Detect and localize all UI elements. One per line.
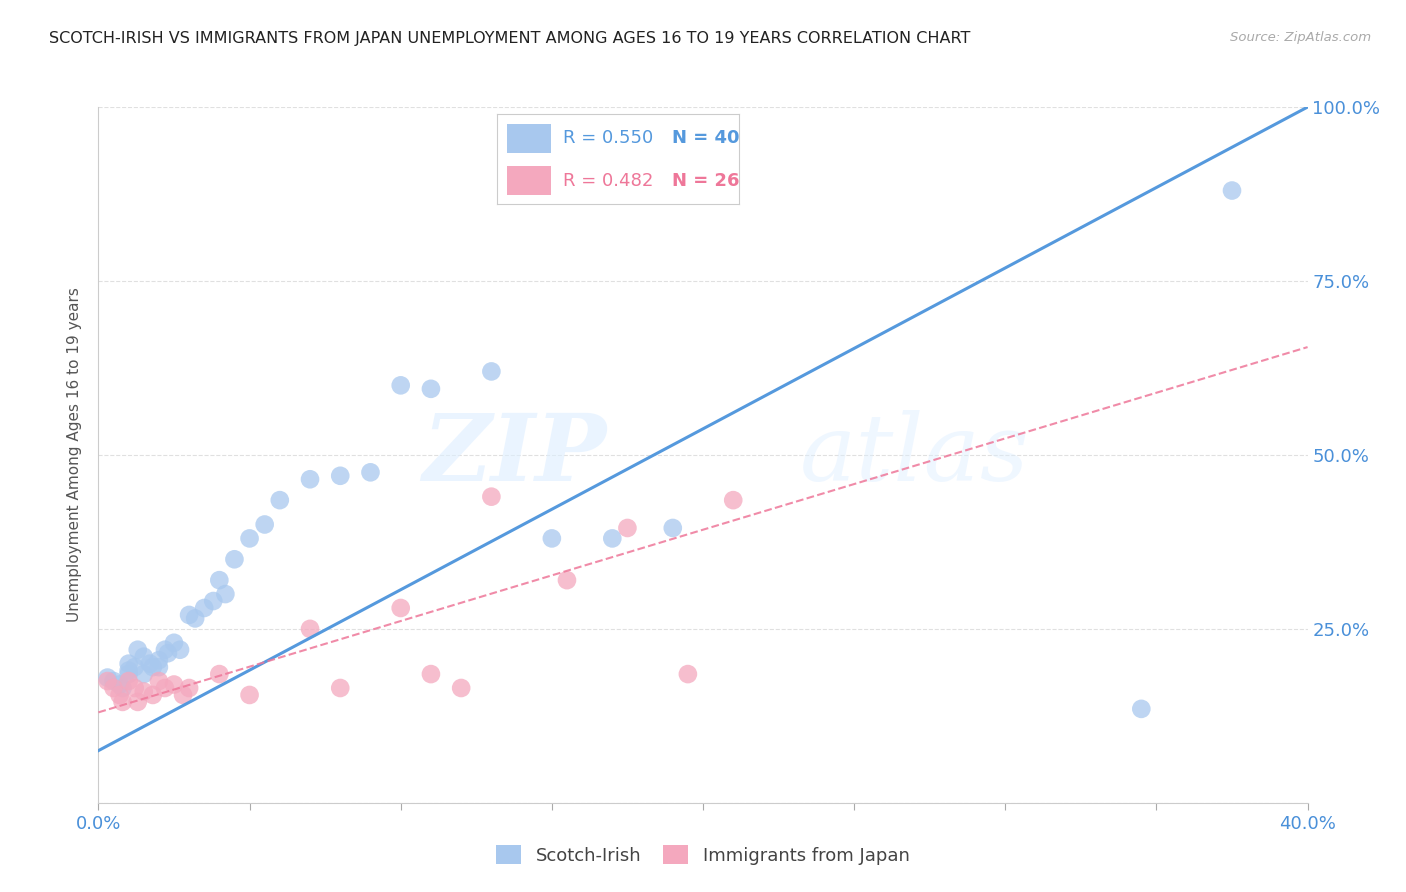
Text: atlas: atlas — [800, 410, 1029, 500]
Point — [142, 660, 165, 674]
Point — [1220, 184, 1243, 198]
Point — [202, 594, 225, 608]
Point — [103, 674, 125, 689]
Point — [153, 681, 176, 695]
Point — [389, 601, 412, 615]
Point — [163, 636, 186, 650]
Point — [662, 521, 685, 535]
Point — [118, 667, 141, 681]
Point — [208, 667, 231, 681]
Point — [540, 532, 562, 546]
Point — [602, 532, 624, 546]
Point — [224, 552, 246, 566]
Point — [184, 611, 207, 625]
Point — [108, 688, 131, 702]
Point — [616, 521, 638, 535]
Point — [148, 653, 170, 667]
Point — [132, 684, 155, 698]
Point — [329, 681, 352, 695]
Point — [420, 667, 443, 681]
Point — [111, 695, 134, 709]
Point — [127, 642, 149, 657]
Point — [555, 573, 578, 587]
Point — [142, 688, 165, 702]
Point — [148, 674, 170, 689]
Point — [253, 517, 276, 532]
Point — [299, 472, 322, 486]
Point — [108, 677, 131, 691]
Point — [299, 622, 322, 636]
Point — [179, 681, 201, 695]
Point — [360, 466, 382, 480]
Point — [420, 382, 443, 396]
Point — [118, 674, 141, 689]
Point — [127, 695, 149, 709]
Point — [1130, 702, 1153, 716]
Point — [269, 493, 291, 508]
Point — [481, 364, 503, 378]
Point — [96, 671, 118, 685]
Point — [193, 601, 215, 615]
Y-axis label: Unemployment Among Ages 16 to 19 years: Unemployment Among Ages 16 to 19 years — [67, 287, 83, 623]
Point — [179, 607, 201, 622]
Point — [132, 649, 155, 664]
Point — [723, 493, 745, 508]
Point — [239, 688, 262, 702]
Point — [329, 468, 352, 483]
Point — [111, 681, 134, 695]
Point — [156, 646, 179, 660]
Point — [118, 664, 141, 678]
Point — [169, 642, 191, 657]
Text: Source: ZipAtlas.com: Source: ZipAtlas.com — [1230, 31, 1371, 45]
Point — [103, 681, 125, 695]
Text: ZIP: ZIP — [422, 410, 606, 500]
Point — [450, 681, 472, 695]
Legend: Scotch-Irish, Immigrants from Japan: Scotch-Irish, Immigrants from Japan — [486, 837, 920, 874]
Point — [96, 674, 118, 689]
Point — [172, 688, 194, 702]
Point — [148, 660, 170, 674]
Point — [239, 532, 262, 546]
Point — [153, 642, 176, 657]
Point — [481, 490, 503, 504]
Point — [139, 657, 162, 671]
Point — [124, 660, 146, 674]
Point — [118, 657, 141, 671]
Point — [132, 667, 155, 681]
Point — [389, 378, 412, 392]
Point — [214, 587, 236, 601]
Text: SCOTCH-IRISH VS IMMIGRANTS FROM JAPAN UNEMPLOYMENT AMONG AGES 16 TO 19 YEARS COR: SCOTCH-IRISH VS IMMIGRANTS FROM JAPAN UN… — [49, 31, 970, 46]
Point — [208, 573, 231, 587]
Point — [124, 681, 146, 695]
Point — [163, 677, 186, 691]
Point — [676, 667, 699, 681]
